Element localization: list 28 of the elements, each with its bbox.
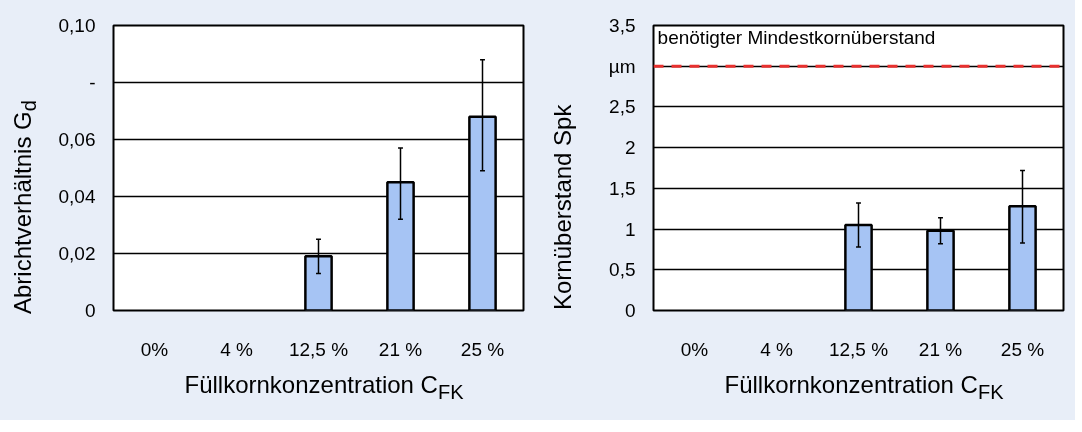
ref-line-label: benötigter Mindestkornüberstand — [657, 27, 936, 49]
y-tick-label: 0,04 — [58, 186, 96, 207]
y-tick-label: µm — [608, 55, 636, 77]
x-tick-label: 12,5 % — [828, 338, 889, 360]
x-tick-label: 21 % — [378, 338, 423, 360]
y-tick-label: - — [89, 72, 96, 93]
x-axis-title: Füllkornkonzentration C$_{FK}$ — [184, 370, 464, 405]
x-tick-label: 4 % — [220, 338, 253, 360]
x-tick-label: 25 % — [1000, 338, 1045, 360]
y-axis-title: Kornüberstand Spk — [548, 104, 577, 311]
y-tick-label: 1,5 — [609, 177, 636, 199]
x-tick-label: 25 % — [460, 338, 505, 360]
y-tick-label: 2,5 — [609, 96, 636, 118]
x-tick-label: 4 % — [760, 338, 793, 360]
x-axis-title: Füllkornkonzentration C$_{FK}$ — [724, 370, 1004, 405]
x-tick-label: 21 % — [918, 338, 963, 360]
y-tick-label: 0 — [624, 300, 636, 321]
y-tick-label: 3,5 — [609, 15, 636, 36]
y-tick-label: 0,02 — [58, 243, 96, 264]
y-tick-label: 0,5 — [609, 259, 636, 281]
y-tick-label: 1 — [624, 218, 636, 240]
y-tick-label: 0,10 — [58, 15, 96, 36]
x-tick-label: 12,5 % — [288, 338, 349, 360]
x-tick-label: 0% — [140, 338, 169, 360]
y-tick-label: 0,06 — [58, 129, 96, 150]
x-tick-label: 0% — [680, 338, 709, 360]
y-tick-label: 2 — [624, 137, 636, 159]
y-tick-label: 0 — [84, 300, 96, 321]
